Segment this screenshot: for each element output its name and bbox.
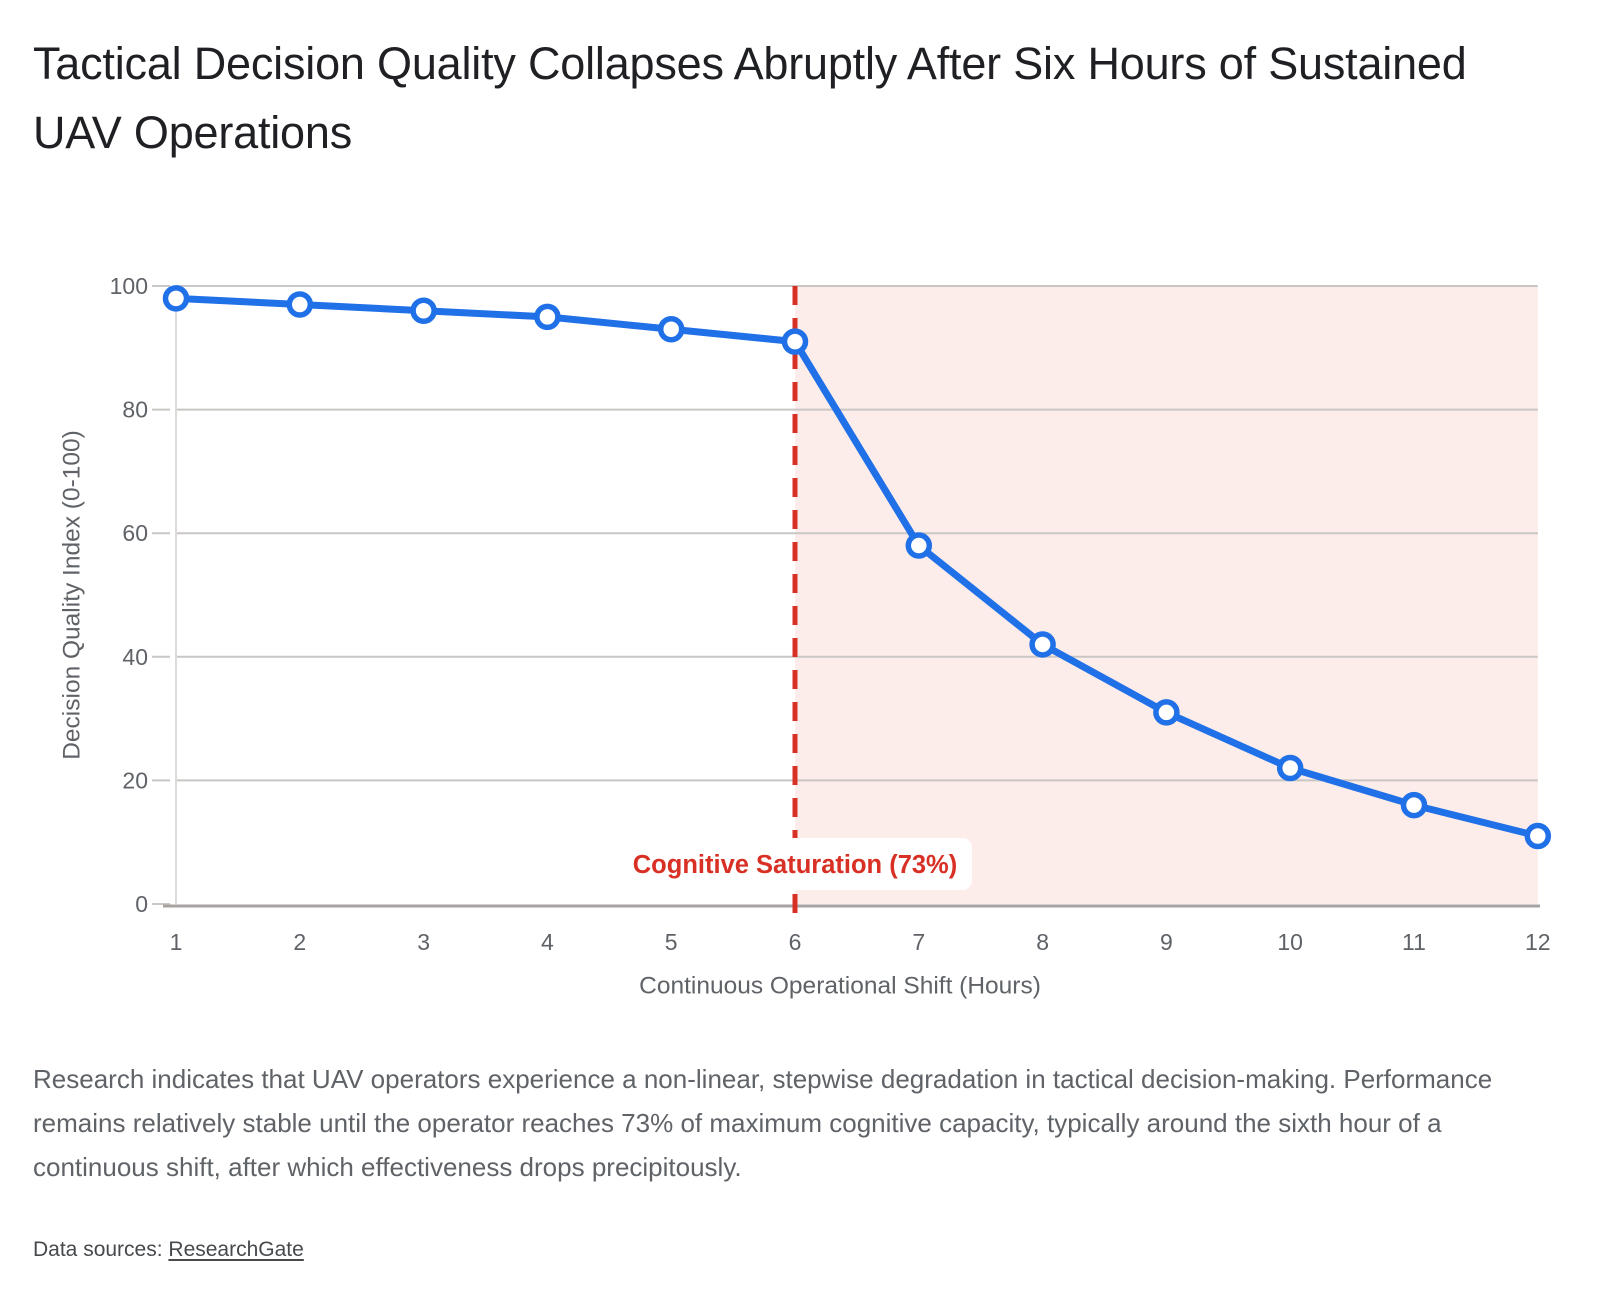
y-tick-label: 40 <box>122 644 148 670</box>
x-tick-label: 9 <box>1160 929 1173 955</box>
data-point <box>1524 822 1552 850</box>
data-point <box>1276 754 1304 782</box>
y-tick-label: 0 <box>135 891 148 917</box>
x-tick-label: 8 <box>1036 929 1049 955</box>
data-line <box>172 294 1542 840</box>
x-tick-label: 10 <box>1277 929 1303 955</box>
x-axis-title: Continuous Operational Shift (Hours) <box>639 973 1041 1000</box>
data-point <box>286 291 314 318</box>
x-tick-label: 2 <box>293 929 306 955</box>
x-tick-label: 5 <box>665 929 678 955</box>
x-tick-label: 7 <box>912 929 925 955</box>
y-axis-title: Decision Quality Index (0-100) <box>59 430 86 760</box>
data-point <box>410 297 437 324</box>
y-tick-label: 60 <box>122 520 148 546</box>
annotation-label: Cognitive Saturation (73%) <box>633 851 957 879</box>
data-point <box>781 328 809 355</box>
x-tick-label: 12 <box>1525 929 1551 955</box>
data-point <box>534 303 561 331</box>
annotation-box <box>618 838 972 890</box>
data-sources-prefix: Data sources: <box>33 1238 169 1261</box>
data-point <box>1400 791 1428 819</box>
data-point <box>1153 699 1180 726</box>
x-tick-label: 3 <box>417 929 430 955</box>
data-point <box>162 285 190 312</box>
x-tick-label: 11 <box>1402 929 1426 955</box>
chart-area: 0 20 40 60 80 100 1 2 3 4 5 6 7 8 9 10 11 12 Continuous Op… <box>0 250 1600 1025</box>
chart-caption: Research indicates that UAV operators ex… <box>33 1064 1493 1182</box>
data-point <box>905 532 933 559</box>
data-point <box>657 316 685 343</box>
y-tick-label: 80 <box>122 397 148 423</box>
x-tick-label: 4 <box>541 929 554 955</box>
data-point <box>1029 631 1056 658</box>
y-tick-label: 100 <box>110 273 148 299</box>
x-tick-label: 6 <box>789 929 802 955</box>
data-source-link[interactable]: ResearchGate <box>168 1238 304 1261</box>
y-tick-label: 20 <box>122 767 148 793</box>
data-sources: Data sources: ResearchGate <box>33 1238 304 1262</box>
x-tick-label: 1 <box>170 929 183 955</box>
page-title: Tactical Decision Quality Collapses Abru… <box>33 38 1467 158</box>
